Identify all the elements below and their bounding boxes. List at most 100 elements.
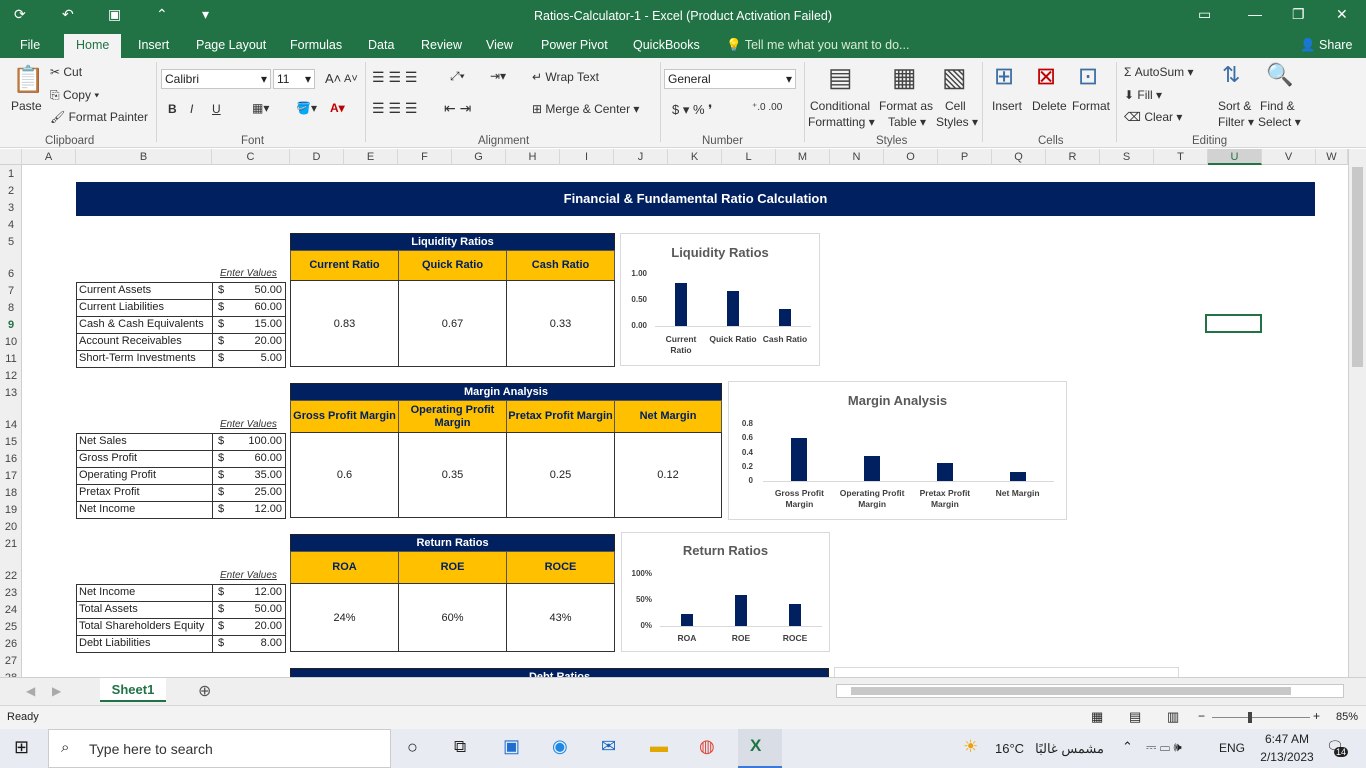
conditional-formatting-button[interactable]: Conditional xyxy=(810,99,871,113)
row-header[interactable]: 1 xyxy=(7,168,15,180)
row-header[interactable]: 15 xyxy=(4,436,18,448)
row-header[interactable]: 14 xyxy=(4,419,18,431)
sort-filter-label2[interactable]: Filter ▾ xyxy=(1218,115,1255,129)
zoom-slider[interactable] xyxy=(1212,717,1310,718)
format-as-table-label2[interactable]: Table ▾ xyxy=(888,115,927,129)
sort-filter-button[interactable]: Sort & xyxy=(1218,99,1252,113)
tell-me-box[interactable]: 💡 Tell me what you want to do... xyxy=(726,38,910,52)
worksheet-grid[interactable]: Financial & Fundamental Ratio Calculatio… xyxy=(22,165,1348,677)
input-label[interactable]: Net Income xyxy=(76,501,213,519)
input-value-cell[interactable]: $25.00 xyxy=(212,484,286,502)
tray-status-icons[interactable]: ⎓ ▭ 🕪 xyxy=(1146,739,1182,754)
ribbon-display-icon[interactable]: ▭ xyxy=(1198,6,1212,22)
input-label[interactable]: Operating Profit xyxy=(76,467,213,485)
column-header[interactable]: A xyxy=(22,149,76,165)
copy-button[interactable]: ⎘ Copy ▾ xyxy=(50,88,100,102)
horizontal-scrollbar[interactable] xyxy=(836,684,1344,698)
tray-expand-icon[interactable]: ⌃ xyxy=(1122,739,1133,754)
column-header[interactable]: N xyxy=(830,149,884,165)
bold-button[interactable]: B xyxy=(168,102,177,116)
weather-icon[interactable]: ☀ xyxy=(963,737,979,756)
column-header[interactable]: D xyxy=(290,149,344,165)
input-label[interactable]: Net Income xyxy=(76,584,213,602)
save-icon[interactable]: ▣ xyxy=(108,6,122,22)
input-value-cell[interactable]: $100.00 xyxy=(212,433,286,451)
column-header[interactable]: K xyxy=(668,149,722,165)
debt-chart[interactable] xyxy=(834,667,1179,677)
align-left-icon[interactable]: ☰ ☰ ☰ xyxy=(372,100,418,116)
column-header[interactable]: M xyxy=(776,149,830,165)
row-header[interactable]: 11 xyxy=(5,353,17,365)
column-header[interactable]: W xyxy=(1316,149,1348,165)
column-header[interactable]: P xyxy=(938,149,992,165)
input-label[interactable]: Total Assets xyxy=(76,601,213,619)
column-header[interactable]: T xyxy=(1154,149,1208,165)
input-value-cell[interactable]: $60.00 xyxy=(212,299,286,317)
find-select-label2[interactable]: Select ▾ xyxy=(1258,115,1301,129)
chart-bar[interactable] xyxy=(727,291,739,326)
row-header[interactable]: 24 xyxy=(4,604,18,616)
clear-button[interactable]: ⌫ Clear ▾ xyxy=(1124,110,1183,124)
store-icon[interactable]: ▣ xyxy=(503,736,521,756)
tab-insert[interactable]: Insert xyxy=(138,38,170,52)
row-header[interactable]: 16 xyxy=(4,453,18,465)
row-header[interactable]: 26 xyxy=(4,638,18,650)
chart-bar[interactable] xyxy=(936,463,953,481)
align-top-icon[interactable]: ☰ ☰ ☰ xyxy=(372,69,418,85)
font-color-icon[interactable]: A▾ xyxy=(330,101,345,115)
row-header[interactable]: 3 xyxy=(7,202,15,214)
row-header[interactable]: 10 xyxy=(4,336,18,348)
column-header[interactable]: S xyxy=(1100,149,1154,165)
restore-icon[interactable]: ❐ xyxy=(1292,6,1305,22)
zoom-in-icon[interactable]: + xyxy=(1313,709,1321,723)
tab-view[interactable]: View xyxy=(486,38,513,52)
row-header[interactable]: 13 xyxy=(4,387,18,399)
vertical-scroll-thumb[interactable] xyxy=(1352,167,1363,367)
customize-qat-icon[interactable]: ▾ xyxy=(202,6,210,22)
return-value-roe[interactable]: 60% xyxy=(398,583,507,652)
tab-home[interactable]: Home xyxy=(64,34,122,58)
windows-start-icon[interactable]: ⊞ xyxy=(14,737,30,757)
wrap-text-button[interactable]: ↵ Wrap Text xyxy=(532,70,599,84)
tab-power-pivot[interactable]: Power Pivot xyxy=(541,38,608,52)
tab-data[interactable]: Data xyxy=(368,38,395,52)
format-cells-button[interactable]: Format xyxy=(1072,99,1111,113)
return-chart[interactable]: Return Ratios 100% 50% 0% ROA ROE ROCE xyxy=(621,532,830,652)
row-header[interactable]: 27 xyxy=(4,655,18,667)
active-cell-selection[interactable] xyxy=(1205,314,1262,333)
tab-quickbooks[interactable]: QuickBooks xyxy=(633,38,700,52)
column-header[interactable]: V xyxy=(1262,149,1316,165)
number-format-select[interactable]: General ▾ xyxy=(664,69,796,89)
input-value-cell[interactable]: $50.00 xyxy=(212,601,286,619)
tab-scroll-right-icon[interactable]: ▶ xyxy=(52,684,62,698)
input-label[interactable]: Gross Profit xyxy=(76,450,213,468)
format-as-table-button[interactable]: Format as xyxy=(879,99,934,113)
input-label[interactable]: Account Receivables xyxy=(76,333,213,351)
mail-icon[interactable]: ✉ xyxy=(601,736,617,756)
shrink-font-icon[interactable]: A˅ xyxy=(344,73,358,85)
row-header[interactable]: 23 xyxy=(4,587,18,599)
cell-styles-button[interactable]: Cell xyxy=(945,99,966,113)
input-value-cell[interactable]: $15.00 xyxy=(212,316,286,334)
row-header[interactable]: 18 xyxy=(4,487,18,499)
margin-value-operating[interactable]: 0.35 xyxy=(398,432,507,518)
decimal-icon[interactable]: ⁺.0 .00 xyxy=(752,102,783,113)
row-header[interactable]: 21 xyxy=(4,538,18,550)
input-label[interactable]: Short-Term Investments xyxy=(76,350,213,368)
fill-color-icon[interactable]: 🪣▾ xyxy=(296,101,317,115)
delete-cells-button[interactable]: Delete xyxy=(1032,99,1067,113)
page-break-view-icon[interactable]: ▥ xyxy=(1167,709,1180,724)
clock-time[interactable]: 6:47 AM xyxy=(1264,732,1310,746)
weather-temp[interactable]: 16°C xyxy=(995,741,1025,756)
currency-icon[interactable]: $ ▾ % ❜ xyxy=(672,102,713,117)
tab-file[interactable]: File xyxy=(20,38,41,52)
add-sheet-icon[interactable]: ⊕ xyxy=(198,683,212,700)
task-view-icon[interactable]: ⧉ xyxy=(454,737,467,756)
share-button[interactable]: 👤 Share xyxy=(1300,38,1353,52)
margin-chart[interactable]: Margin Analysis 0.8 0.6 0.4 0.2 0 Gross Profi… xyxy=(728,381,1067,520)
input-value-cell[interactable]: $20.00 xyxy=(212,333,286,351)
font-size-select[interactable]: 11 ▾ xyxy=(273,69,315,89)
zoom-level[interactable]: 85% xyxy=(1336,711,1359,723)
liquidity-chart[interactable]: Liquidity Ratios 1.00 0.50 0.00 Current Rat… xyxy=(620,233,820,366)
input-label[interactable]: Current Liabilities xyxy=(76,299,213,317)
